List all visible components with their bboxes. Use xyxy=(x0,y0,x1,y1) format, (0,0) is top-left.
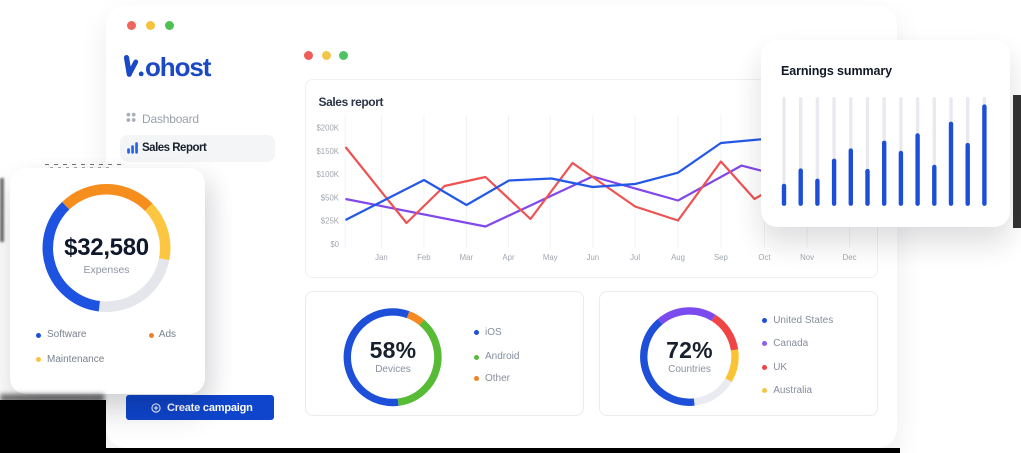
svg-text:Apr: Apr xyxy=(502,253,515,262)
svg-text:$100K: $100K xyxy=(316,170,339,179)
svg-text:May: May xyxy=(542,253,557,262)
svg-text:$50K: $50K xyxy=(320,193,339,202)
svg-text:Mar: Mar xyxy=(459,253,473,262)
svg-text:$0: $0 xyxy=(330,240,339,249)
svg-text:Aug: Aug xyxy=(671,253,685,262)
svg-text:Sep: Sep xyxy=(713,253,728,262)
svg-text:Oct: Oct xyxy=(758,253,771,262)
svg-text:$200K: $200K xyxy=(316,124,339,133)
svg-text:Nov: Nov xyxy=(800,253,814,262)
svg-text:Dec: Dec xyxy=(842,253,856,262)
svg-text:$25K: $25K xyxy=(320,217,339,226)
svg-text:Jan: Jan xyxy=(375,253,388,262)
svg-text:Jul: Jul xyxy=(630,253,640,262)
svg-text:Feb: Feb xyxy=(417,253,431,262)
svg-text:$150K: $150K xyxy=(316,147,339,156)
svg-text:Jun: Jun xyxy=(586,253,599,262)
svg-text:ohost: ohost xyxy=(145,52,212,82)
